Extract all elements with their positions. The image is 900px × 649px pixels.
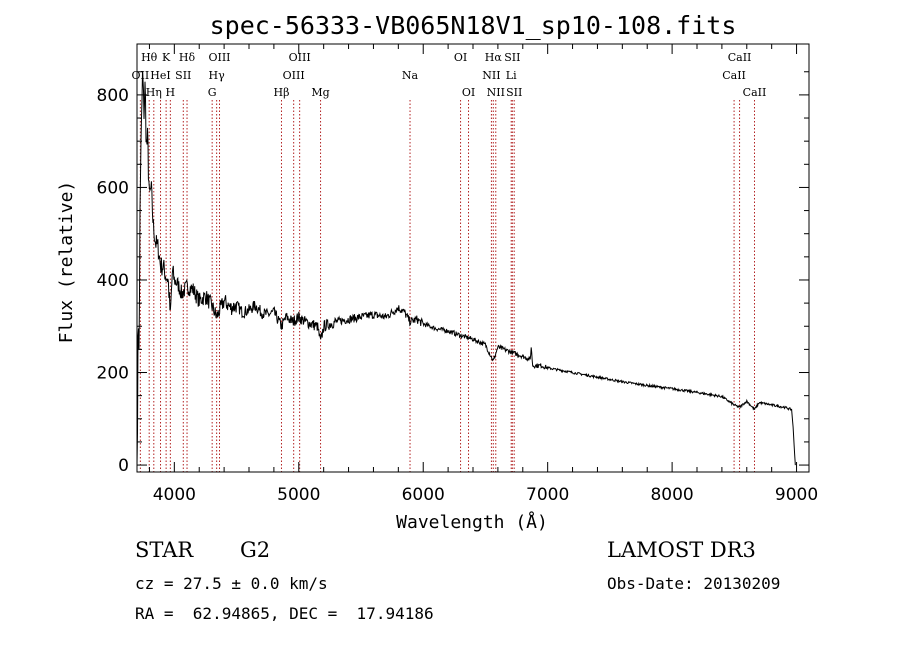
line-label-18: NII (482, 69, 500, 82)
line-label-7: Hδ (179, 51, 196, 64)
line-label-22: SII (504, 51, 520, 64)
line-label-8: G (208, 86, 217, 99)
x-tick-label-1: 5000 (277, 485, 320, 505)
y-tick-label-3: 600 (97, 178, 129, 198)
survey-name: LAMOST DR3 (607, 538, 756, 562)
x-tick-label-0: 4000 (153, 485, 196, 505)
line-label-4: K (162, 51, 171, 64)
line-label-25: CaII (728, 51, 752, 64)
y-tick-label-4: 800 (97, 86, 129, 106)
spectrum-line (136, 71, 796, 466)
line-label-3: HeI (150, 69, 170, 82)
line-label-24: CaII (722, 69, 746, 82)
line-label-19: Hα (485, 51, 503, 64)
plot-area: OII Hθ Hη HeI K H SII Hδ G Hγ OIII Hβ OIII OIII Mg Na OI… (97, 43, 818, 505)
line-label-26: CaII (743, 86, 767, 99)
line-label-17: OI (462, 86, 475, 99)
subclass: G2 (240, 538, 271, 562)
line-label-21: Li (506, 69, 517, 82)
object-class: STAR (135, 538, 194, 562)
y-tick-label-0: 0 (118, 456, 129, 476)
x-tick-label-3: 7000 (526, 485, 569, 505)
line-label-9: Hγ (209, 69, 226, 82)
line-label-11: Hβ (274, 86, 290, 99)
line-label-16: OI (454, 51, 467, 64)
y-tick-label-1: 200 (97, 364, 129, 384)
line-label-20: NII (487, 86, 505, 99)
chart-title: spec-56333-VB065N18V1_sp10-108.fits (210, 11, 737, 40)
plot-frame (136, 43, 810, 473)
line-label-2: Hη (146, 86, 162, 99)
redshift-readout: cz = 27.5 ± 0.0 km/s (135, 574, 328, 593)
line-label-13: OIII (289, 51, 311, 64)
y-tick-label-2: 400 (97, 271, 129, 291)
line-label-23: SII (506, 86, 522, 99)
coordinates-readout: RA = 62.94865, DEC = 17.94186 (135, 604, 434, 623)
x-tick-label-2: 6000 (402, 485, 445, 505)
line-label-0: OII (132, 69, 150, 82)
line-label-1: Hθ (141, 51, 158, 64)
x-axis-label: Wavelength (Å) (396, 511, 548, 533)
line-label-6: SII (175, 69, 191, 82)
line-label-12: OIII (283, 69, 305, 82)
observation-date: Obs-Date: 20130209 (607, 574, 781, 593)
line-label-5: H (166, 86, 176, 99)
line-label-15: Na (402, 69, 419, 82)
x-tick-label-4: 8000 (650, 485, 693, 505)
line-label-14: Mg (311, 86, 329, 99)
x-tick-label-5: 9000 (775, 485, 818, 505)
y-axis-label: Flux (relative) (56, 181, 77, 344)
line-label-10: OIII (208, 51, 230, 64)
